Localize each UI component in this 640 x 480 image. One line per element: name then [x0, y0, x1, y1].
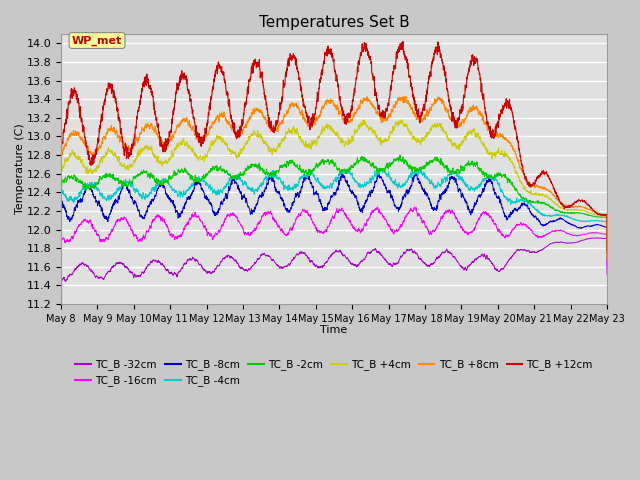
TC_B +4cm — [210, 139, 218, 145]
Y-axis label: Temperature (C): Temperature (C) — [15, 123, 25, 215]
TC_B -2cm — [603, 214, 611, 220]
TC_B +8cm — [604, 255, 611, 261]
TC_B +12cm — [397, 44, 404, 50]
Legend: TC_B -32cm, TC_B -16cm, TC_B -8cm, TC_B -4cm, TC_B -2cm, TC_B +4cm, TC_B +8cm, T: TC_B -32cm, TC_B -16cm, TC_B -8cm, TC_B … — [71, 355, 597, 390]
TC_B +8cm — [603, 212, 611, 218]
TC_B +4cm — [552, 201, 559, 207]
TC_B +12cm — [604, 248, 611, 253]
TC_B -16cm — [552, 228, 559, 234]
TC_B -16cm — [397, 222, 404, 228]
TC_B -2cm — [396, 152, 404, 158]
TC_B -8cm — [603, 225, 611, 230]
TC_B -2cm — [387, 161, 395, 167]
TC_B -8cm — [174, 214, 182, 219]
TC_B -4cm — [174, 194, 182, 200]
TC_B +12cm — [603, 212, 611, 217]
TC_B -16cm — [174, 233, 182, 239]
TC_B +12cm — [387, 85, 395, 91]
TC_B -8cm — [374, 169, 382, 175]
TC_B -8cm — [210, 210, 218, 216]
TC_B +4cm — [397, 119, 404, 125]
TC_B +8cm — [387, 107, 395, 112]
TC_B +4cm — [604, 256, 611, 262]
TC_B -32cm — [593, 235, 600, 241]
TC_B +8cm — [400, 94, 408, 99]
TC_B -8cm — [552, 218, 559, 224]
TC_B +8cm — [552, 195, 559, 201]
TC_B +12cm — [552, 189, 559, 195]
TC_B -2cm — [210, 165, 218, 171]
TC_B +4cm — [174, 143, 182, 149]
TC_B -4cm — [397, 183, 404, 189]
TC_B +12cm — [174, 87, 182, 93]
TC_B -32cm — [604, 272, 611, 277]
TC_B -2cm — [174, 168, 182, 173]
Line: TC_B +12cm: TC_B +12cm — [61, 41, 607, 480]
TC_B -4cm — [377, 166, 385, 171]
X-axis label: Time: Time — [321, 325, 348, 335]
Line: TC_B -8cm: TC_B -8cm — [61, 172, 607, 480]
TC_B -2cm — [552, 207, 559, 213]
TC_B -8cm — [387, 192, 395, 198]
TC_B +4cm — [359, 117, 367, 122]
TC_B -2cm — [397, 157, 404, 163]
Line: TC_B -2cm: TC_B -2cm — [61, 155, 607, 480]
TC_B -16cm — [387, 228, 395, 234]
TC_B -4cm — [552, 212, 559, 217]
TC_B +12cm — [210, 85, 218, 91]
TC_B -16cm — [604, 265, 611, 271]
TC_B +8cm — [397, 95, 404, 101]
TC_B -32cm — [603, 248, 611, 253]
TC_B -32cm — [210, 269, 218, 275]
Text: WP_met: WP_met — [72, 36, 122, 46]
TC_B -32cm — [174, 270, 182, 276]
Line: TC_B -4cm: TC_B -4cm — [61, 168, 607, 480]
TC_B +12cm — [399, 38, 406, 44]
TC_B -2cm — [604, 240, 611, 246]
TC_B -4cm — [603, 219, 611, 225]
Line: TC_B +4cm: TC_B +4cm — [61, 120, 607, 480]
TC_B -4cm — [604, 245, 611, 251]
Line: TC_B -32cm: TC_B -32cm — [61, 238, 607, 480]
TC_B +4cm — [387, 129, 395, 134]
TC_B -32cm — [387, 262, 395, 268]
TC_B -8cm — [397, 204, 404, 209]
Title: Temperatures Set B: Temperatures Set B — [259, 15, 410, 30]
TC_B -16cm — [210, 233, 218, 239]
TC_B -32cm — [397, 253, 404, 259]
Line: TC_B +8cm: TC_B +8cm — [61, 96, 607, 480]
TC_B -16cm — [603, 231, 611, 237]
TC_B +4cm — [603, 213, 611, 219]
TC_B -16cm — [374, 204, 381, 210]
TC_B -4cm — [387, 175, 395, 181]
Line: TC_B -16cm: TC_B -16cm — [61, 207, 607, 480]
TC_B -32cm — [552, 240, 559, 245]
TC_B +8cm — [210, 120, 218, 125]
TC_B +8cm — [174, 123, 182, 129]
TC_B -4cm — [210, 188, 218, 193]
TC_B -8cm — [604, 250, 611, 256]
